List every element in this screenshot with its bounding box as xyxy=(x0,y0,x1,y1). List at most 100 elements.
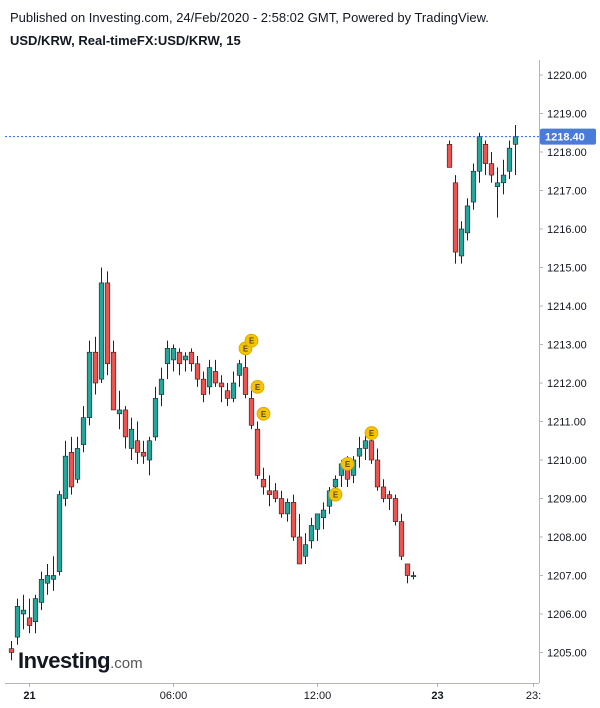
earnings-marker-circle xyxy=(250,379,265,394)
earnings-marker[interactable]: E xyxy=(244,333,259,348)
candle xyxy=(308,517,315,549)
candle-body xyxy=(380,486,387,499)
candle-body xyxy=(92,351,99,384)
candle-body xyxy=(134,440,141,453)
candle-body xyxy=(494,182,501,187)
candle xyxy=(392,494,399,526)
candle-body xyxy=(104,282,111,365)
candle xyxy=(128,417,135,460)
candle xyxy=(470,163,477,210)
candle xyxy=(176,348,183,376)
candle xyxy=(212,359,219,387)
y-tick-label: 1217.00 xyxy=(547,186,587,198)
candle-body xyxy=(128,428,135,449)
y-tick-label: 1206.00 xyxy=(547,609,587,621)
y-tick-label: 1215.00 xyxy=(547,263,587,275)
y-tick-label: 1212.00 xyxy=(547,378,587,390)
candle-body xyxy=(320,509,327,519)
earnings-marker[interactable]: E xyxy=(340,456,355,471)
candle-body xyxy=(86,351,93,418)
x-tick-label: 12:00 xyxy=(304,690,332,702)
candle xyxy=(98,267,105,383)
candle xyxy=(32,594,39,634)
earnings-marker[interactable]: E xyxy=(250,379,265,394)
earnings-marker[interactable]: E xyxy=(364,426,379,440)
candle xyxy=(188,348,195,372)
candle-body xyxy=(200,378,207,395)
candle-body xyxy=(182,355,189,361)
investing-logo: Investing.com xyxy=(18,648,143,674)
candle xyxy=(62,440,69,507)
candle-body xyxy=(80,417,87,445)
earnings-marker-label: E xyxy=(249,337,255,346)
candle-body xyxy=(488,163,495,176)
candle xyxy=(494,167,501,218)
candle-body xyxy=(44,575,51,584)
candle-body xyxy=(368,440,375,461)
candle-body xyxy=(302,544,309,557)
candle xyxy=(68,436,75,495)
candle-body xyxy=(116,409,123,415)
candle xyxy=(290,494,297,541)
earnings-marker-circle xyxy=(364,426,379,440)
y-tick-label: 1211.00 xyxy=(547,417,586,429)
candle-body xyxy=(164,348,171,365)
earnings-marker-label: E xyxy=(345,460,351,469)
logo-suffix: .com xyxy=(110,655,143,672)
candle-body xyxy=(470,170,477,203)
x-tick-label: 21 xyxy=(23,690,35,702)
candle-body xyxy=(242,367,249,395)
candle-body xyxy=(296,536,303,565)
candle-body xyxy=(26,617,33,626)
candle-body xyxy=(170,348,177,361)
candle-body xyxy=(158,378,165,395)
candle-body xyxy=(56,494,63,572)
earnings-marker[interactable]: E xyxy=(256,406,271,421)
candle xyxy=(14,598,21,645)
candle-body xyxy=(506,147,513,172)
y-axis: 1220.00 1219.00 1218.00 1217.00 1216.00 1215.… xyxy=(539,70,587,660)
candle-body xyxy=(98,282,105,380)
candle-body xyxy=(206,367,213,388)
candle xyxy=(458,221,465,264)
candle xyxy=(266,475,273,507)
earnings-marker-circle xyxy=(256,406,271,421)
candle-body xyxy=(308,525,315,542)
candle-body xyxy=(476,136,483,172)
candle xyxy=(26,598,33,634)
earnings-marker-circle xyxy=(244,333,259,348)
x-tick-label: 06:00 xyxy=(160,690,188,702)
candle xyxy=(446,140,453,168)
candle xyxy=(284,498,291,522)
candle xyxy=(320,502,327,530)
candle-body xyxy=(410,575,417,578)
candle-body xyxy=(194,363,201,380)
candle-body xyxy=(260,478,267,488)
x-tick-label: 23: xyxy=(526,690,541,702)
candle-body xyxy=(458,228,465,257)
candle xyxy=(254,421,261,480)
candle-body xyxy=(152,398,159,438)
candle-body xyxy=(512,136,519,145)
candle xyxy=(314,513,321,541)
candle xyxy=(236,359,243,387)
earnings-marker[interactable]: E xyxy=(328,487,343,502)
earnings-marker-label: E xyxy=(333,491,339,500)
candle xyxy=(452,175,459,264)
candle xyxy=(104,271,111,376)
candle xyxy=(482,140,489,176)
y-tick-label: 1216.00 xyxy=(547,224,587,236)
candle xyxy=(152,386,159,441)
published-caption: Published on Investing.com, 24/Feb/2020 … xyxy=(10,10,489,25)
candle-body xyxy=(464,205,471,234)
candle xyxy=(206,359,213,395)
candle xyxy=(182,352,189,372)
candle-body xyxy=(254,428,261,476)
symbol-title: USD/KRW, Real-timeFX:USD/KRW, 15 xyxy=(10,33,241,48)
candle-body xyxy=(332,478,339,488)
candle xyxy=(242,352,249,399)
candle xyxy=(410,571,417,580)
candle xyxy=(272,483,279,503)
y-tick-label: 1218.00 xyxy=(547,147,587,159)
